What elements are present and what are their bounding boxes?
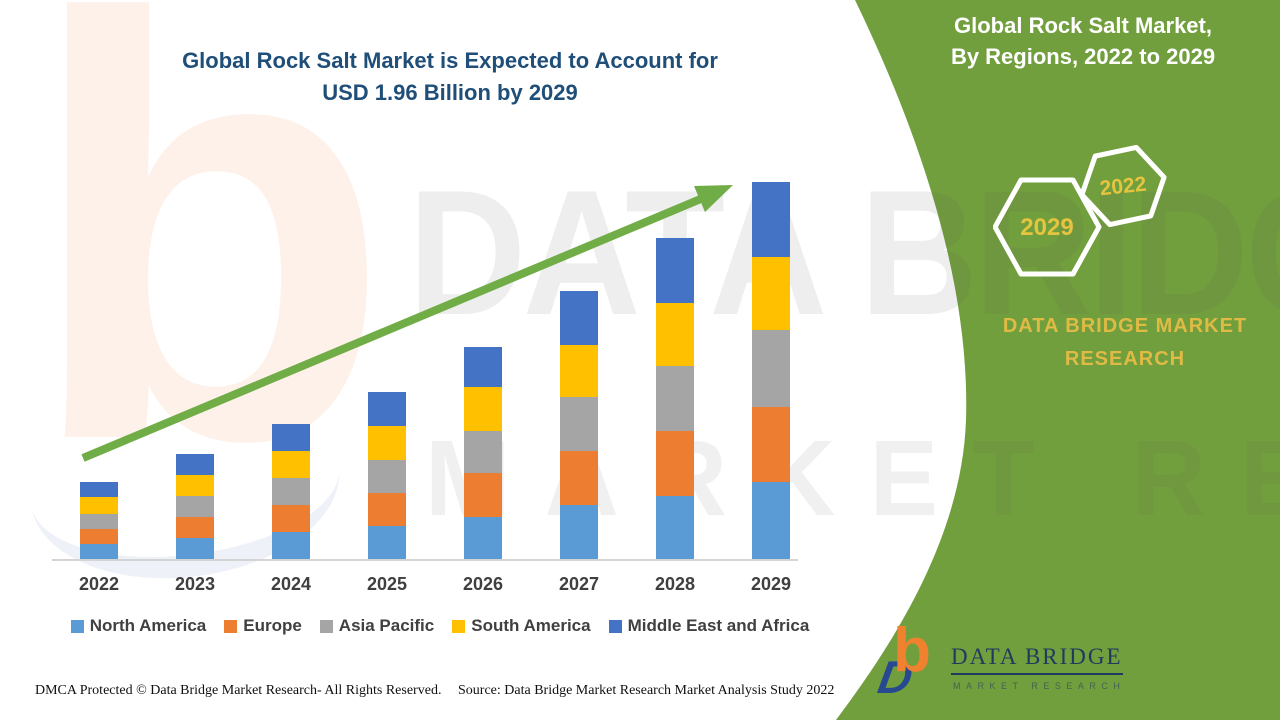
bar-stack-2025 <box>368 392 406 559</box>
chart-title-line2: USD 1.96 Billion by 2029 <box>322 80 578 105</box>
bar-segment <box>464 387 502 431</box>
hexagon-2029 <box>993 177 1102 277</box>
bar-segment <box>80 529 118 544</box>
bar-stack-2028 <box>656 238 694 559</box>
side-panel-title-line1: Global Rock Salt Market, <box>954 13 1212 38</box>
bar-segment <box>80 482 118 497</box>
bar-segment <box>464 517 502 559</box>
bar-segment <box>560 345 598 397</box>
bar-segment <box>272 505 310 532</box>
bar-segment <box>368 392 406 426</box>
year-label: 2022 <box>78 574 120 594</box>
legend-item: Europe <box>224 616 302 636</box>
bar-segment <box>176 517 214 538</box>
dmca-notice: DMCA Protected © Data Bridge Market Rese… <box>35 683 442 698</box>
hexagon-2022-year: 2022 <box>1099 173 1148 201</box>
bar-segment <box>272 424 310 451</box>
legend-label: Europe <box>243 616 302 635</box>
chart-legend: North America Europe Asia Pacific South Ame… <box>40 616 840 636</box>
legend-marker-icon <box>319 619 333 633</box>
bar-segment <box>656 303 694 366</box>
bar-segment <box>752 182 790 257</box>
logo-b-icon: b <box>893 616 931 685</box>
bar-segment <box>368 526 406 559</box>
year-label: 2027 <box>558 574 600 594</box>
bar-segment <box>464 473 502 517</box>
bar-segment <box>272 478 310 505</box>
bar-stack-2024 <box>272 424 310 559</box>
chart-title-line1: Global Rock Salt Market is Expected to A… <box>182 48 718 73</box>
hexagon-2029-year: 2029 <box>1020 214 1073 241</box>
legend-marker-icon <box>224 619 238 633</box>
x-axis-line <box>52 559 798 561</box>
bar-segment <box>752 407 790 482</box>
legend-label: Asia Pacific <box>338 616 435 635</box>
logo-title: DATA BRIDGE <box>951 644 1123 675</box>
bar-segment <box>656 366 694 431</box>
bar-segment <box>176 454 214 475</box>
bar-segment <box>752 482 790 559</box>
bar-stack-2029 <box>752 182 790 559</box>
bar-segment <box>80 497 118 514</box>
legend-item: North America <box>70 616 207 636</box>
bar-segment <box>464 347 502 387</box>
bar-segment <box>272 532 310 559</box>
legend-label: South America <box>471 616 591 635</box>
brand-name-line2: RESEARCH <box>1064 348 1186 370</box>
year-label: 2025 <box>366 574 408 594</box>
bar-segment <box>560 451 598 505</box>
bar-segment <box>656 238 694 303</box>
bar-stack-2023 <box>176 454 214 559</box>
watermark-text-line2: MARKET RESEARCH <box>425 417 1280 538</box>
chart-title: Global Rock Salt Market is Expected to A… <box>85 45 815 109</box>
brand-name-gold: DATA BRIDGE MARKET RESEARCH <box>950 310 1280 376</box>
side-panel-title: Global Rock Salt Market, By Regions, 202… <box>890 10 1276 72</box>
brand-name-line1: DATA BRIDGE MARKET <box>1002 315 1248 337</box>
bar-segment <box>368 460 406 493</box>
year-label: 2029 <box>750 574 792 594</box>
logo-subtitle: MARKET RESEARCH <box>953 681 1126 691</box>
bar-segment <box>752 330 790 407</box>
side-panel-title-line2: By Regions, 2022 to 2029 <box>950 44 1216 69</box>
legend-label: North America <box>89 616 207 635</box>
bar-stack-2022 <box>80 482 118 559</box>
data-bridge-logo: D b DATA BRIDGE MARKET RESEARCH <box>874 620 1145 714</box>
year-label: 2028 <box>654 574 696 594</box>
bar-segment <box>656 431 694 496</box>
bar-stack-2027 <box>560 291 598 559</box>
bar-stack-2026 <box>464 347 502 559</box>
bar-segment <box>80 544 118 559</box>
bar-segment <box>464 431 502 473</box>
hexagon-2022 <box>1079 144 1167 228</box>
legend-item: Middle East and Africa <box>608 616 810 636</box>
bar-segment <box>752 257 790 330</box>
source-note: Source: Data Bridge Market Research Mark… <box>458 683 835 698</box>
legend-marker-icon <box>608 619 622 633</box>
bar-segment <box>176 496 214 517</box>
legend-marker-icon <box>70 619 84 633</box>
year-label: 2026 <box>462 574 504 594</box>
legend-item: South America <box>452 616 591 636</box>
bar-segment <box>176 475 214 496</box>
bar-segment <box>272 451 310 478</box>
bar-segment <box>560 291 598 345</box>
bar-segment <box>368 493 406 526</box>
bar-segment <box>560 505 598 559</box>
year-label: 2024 <box>270 574 312 594</box>
bar-segment <box>176 538 214 559</box>
year-label: 2023 <box>174 574 216 594</box>
legend-label: Middle East and Africa <box>627 616 810 635</box>
bar-segment <box>368 426 406 460</box>
bar-segment <box>80 514 118 529</box>
legend-marker-icon <box>452 619 466 633</box>
bar-segment <box>656 496 694 559</box>
legend-item: Asia Pacific <box>319 616 435 636</box>
bar-segment <box>560 397 598 451</box>
year-hexagons: 2029 2022 <box>993 144 1167 277</box>
